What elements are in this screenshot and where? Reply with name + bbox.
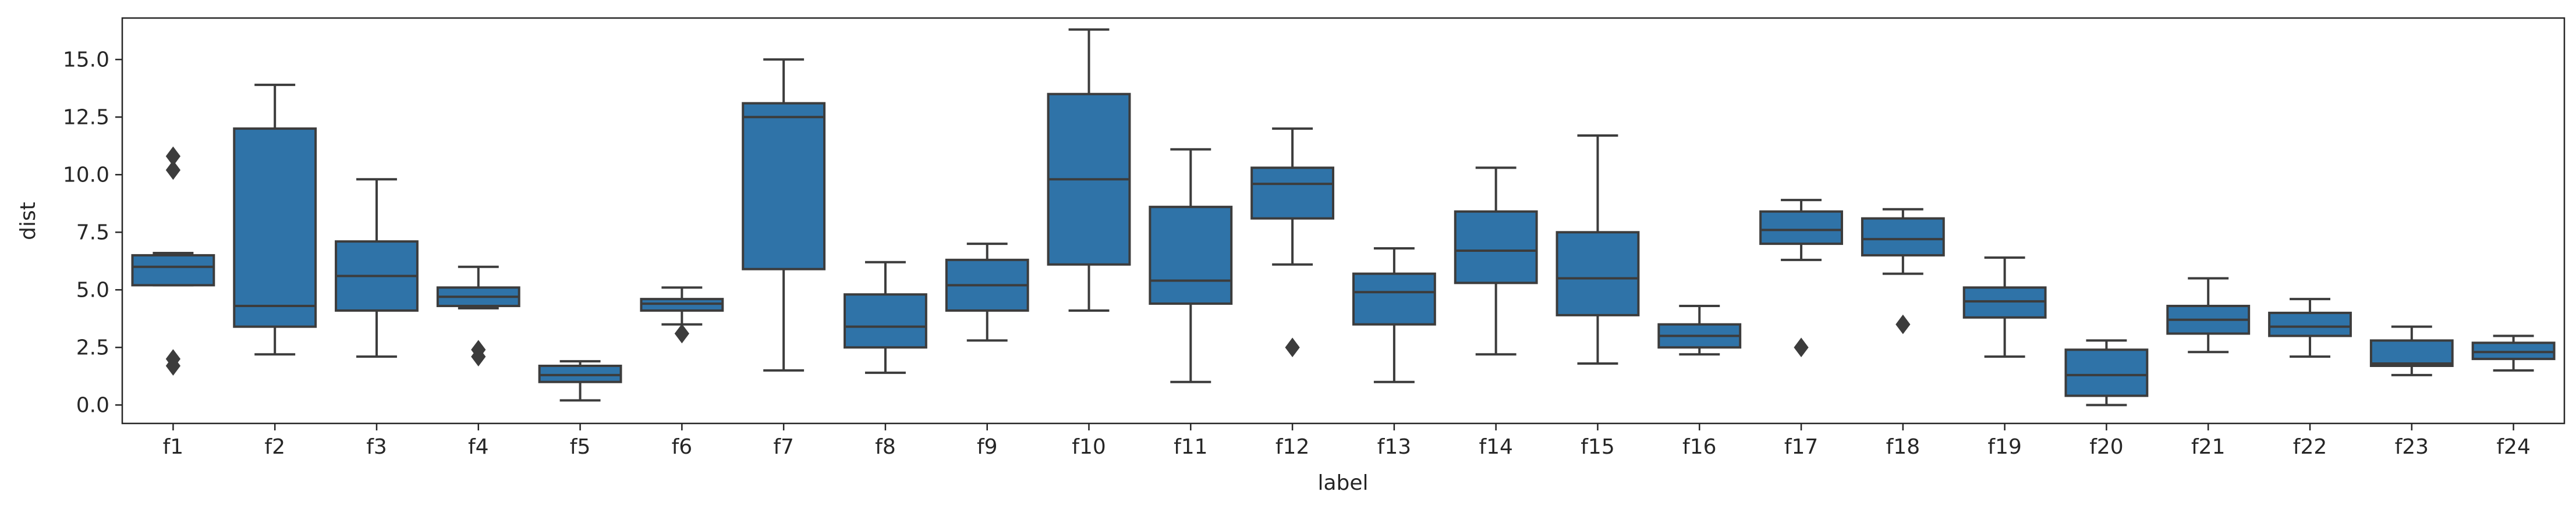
box-f5	[538, 360, 622, 402]
iqr-box	[2369, 339, 2454, 367]
x-tick-label: f24	[2496, 435, 2530, 459]
box-f23	[2369, 325, 2454, 376]
x-tick-label: f18	[1886, 435, 1920, 459]
x-tick-label: f16	[1682, 435, 1716, 459]
x-tick-label: f15	[1581, 435, 1614, 459]
box-f18	[1861, 208, 1945, 334]
box-f22	[2268, 298, 2352, 358]
x-tick-label: f6	[672, 435, 693, 459]
x-tick-label: f1	[163, 435, 184, 459]
x-tick-label: f3	[366, 435, 387, 459]
y-tick-label: 12.5	[63, 105, 109, 129]
outlier-point	[674, 323, 689, 344]
y-axis: 0.0 2.5 5.0 7.5 10.0 12.5 15.0	[63, 48, 122, 417]
box-f3	[335, 178, 419, 358]
x-tick-label: f22	[2293, 435, 2327, 459]
outlier-point	[471, 347, 486, 366]
iqr-box	[1759, 210, 1843, 245]
x-tick-label: f20	[2089, 435, 2123, 459]
box-f1	[131, 146, 215, 376]
outlier-point	[165, 160, 181, 180]
y-tick-label: 7.5	[76, 220, 109, 244]
box-f7	[742, 58, 826, 372]
iqr-box	[233, 127, 317, 328]
box-f11	[1149, 148, 1233, 383]
outlier-point	[1895, 314, 1911, 334]
x-tick-label: f17	[1784, 435, 1818, 459]
x-tick-label: f21	[2191, 435, 2225, 459]
y-axis-label: dist	[16, 202, 40, 240]
outlier-point	[1794, 337, 1809, 358]
boxes-layer	[131, 28, 2556, 407]
x-tick-label: f9	[977, 435, 998, 459]
box-f24	[2471, 334, 2556, 372]
y-tick-label: 5.0	[76, 278, 109, 302]
box-f12	[1250, 127, 1335, 358]
iqr-box	[844, 293, 927, 349]
x-tick-label: f8	[875, 435, 896, 459]
iqr-box	[1149, 205, 1233, 305]
x-tick-label: f13	[1377, 435, 1411, 459]
iqr-box	[1250, 166, 1335, 220]
box-f15	[1555, 134, 1640, 365]
box-f10	[1047, 28, 1131, 312]
x-tick-label: f2	[264, 435, 285, 459]
x-axis-label: label	[1317, 471, 1368, 495]
x-axis: f1 f2 f3 f4 f5 f6 f7 f8 f9 f10 f11 f12 f13 f14 f15 f16 f…	[163, 423, 2531, 459]
iqr-box	[2268, 311, 2352, 337]
iqr-box	[1555, 231, 1640, 316]
box-f2	[233, 83, 317, 356]
iqr-box	[1454, 210, 1538, 284]
x-tick-label: f19	[1987, 435, 2021, 459]
box-f19	[1962, 256, 2047, 358]
iqr-box	[742, 102, 826, 270]
plot-frame	[121, 17, 2566, 425]
y-tick-label: 10.0	[63, 163, 109, 187]
box-f14	[1454, 166, 1538, 356]
iqr-box	[131, 254, 215, 287]
iqr-box	[2064, 348, 2149, 397]
x-tick-label: f23	[2395, 435, 2429, 459]
iqr-box	[1352, 272, 1436, 326]
x-tick-label: f4	[468, 435, 489, 459]
box-f6	[640, 286, 724, 344]
box-f21	[2166, 277, 2251, 354]
x-tick-label: f5	[570, 435, 591, 459]
x-tick-label: f7	[773, 435, 794, 459]
x-tick-label: f10	[1072, 435, 1105, 459]
box-f17	[1759, 198, 1843, 358]
box-f8	[844, 261, 927, 374]
x-tick-label: f11	[1174, 435, 1207, 459]
iqr-box	[1861, 217, 1945, 256]
outlier-point	[1285, 337, 1300, 358]
box-f16	[1657, 305, 1742, 356]
x-tick-label: f12	[1275, 435, 1309, 459]
box-f20	[2064, 339, 2149, 407]
y-tick-label: 0.0	[76, 393, 109, 417]
box-f9	[945, 243, 1029, 342]
box-f4	[436, 265, 520, 366]
x-tick-label: f14	[1479, 435, 1512, 459]
outlier-point	[165, 356, 181, 376]
y-tick-label: 15.0	[63, 48, 109, 72]
box-f13	[1352, 247, 1436, 383]
y-tick-label: 2.5	[76, 336, 109, 359]
